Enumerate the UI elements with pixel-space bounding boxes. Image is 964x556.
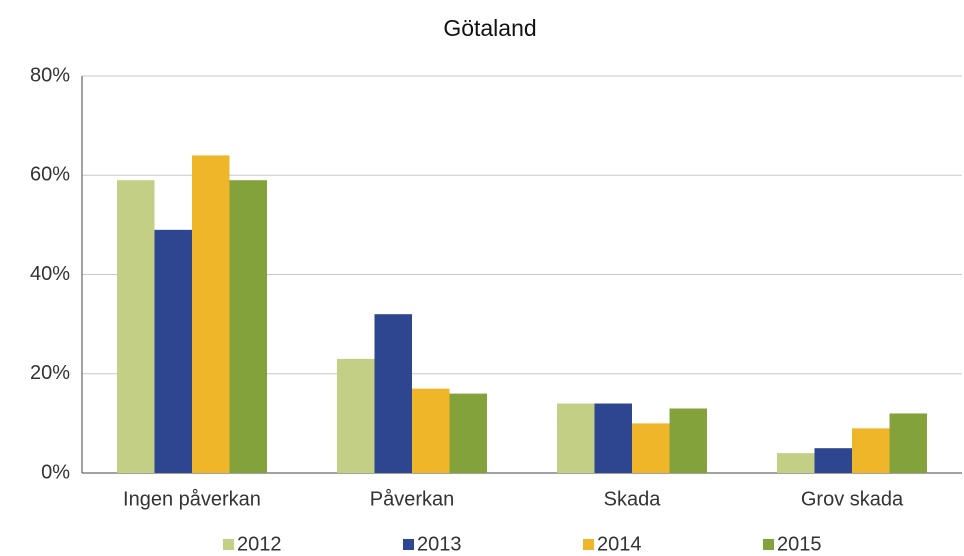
bar: [594, 403, 632, 473]
bar: [669, 408, 707, 473]
x-tick-label: Skada: [604, 488, 662, 510]
legend-label: 2012: [237, 533, 282, 555]
legend-label: 2014: [597, 533, 642, 555]
y-tick-label: 60%: [30, 164, 70, 186]
legend-swatch: [583, 539, 594, 550]
y-tick-label: 0%: [41, 461, 70, 483]
y-tick-label: 20%: [30, 362, 70, 384]
legend-swatch: [223, 539, 234, 550]
bar: [412, 388, 450, 473]
legend-swatch: [403, 539, 414, 550]
y-tick-label: 80%: [30, 64, 70, 86]
chart-title: Götaland: [443, 15, 536, 41]
bar: [229, 180, 267, 473]
bar: [777, 453, 815, 473]
bar: [374, 314, 412, 473]
bar: [632, 423, 670, 473]
bar: [557, 403, 595, 473]
bar: [889, 413, 927, 473]
y-tick-label: 40%: [30, 263, 70, 285]
legend-label: 2015: [777, 533, 822, 555]
bar: [117, 180, 155, 473]
bar: [154, 229, 192, 473]
bar: [852, 428, 890, 473]
bar: [337, 358, 375, 473]
bar: [192, 155, 230, 473]
bar: [449, 393, 487, 473]
x-tick-label: Grov skada: [801, 488, 904, 510]
x-tick-label: Påverkan: [370, 488, 455, 510]
bar: [814, 448, 852, 473]
legend-swatch: [763, 539, 774, 550]
x-tick-label: Ingen påverkan: [123, 488, 261, 510]
legend-label: 2013: [417, 533, 462, 555]
